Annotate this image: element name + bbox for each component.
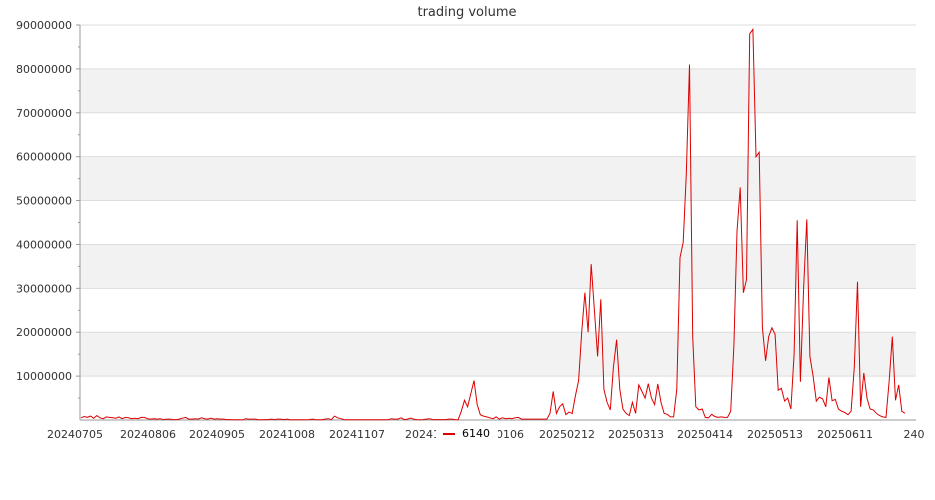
x-tick-label: 20250212 — [539, 428, 595, 441]
series-line-6140 — [80, 27, 906, 421]
grid-band — [80, 332, 916, 377]
y-tick-label: 40000000 — [16, 238, 72, 251]
x-tick-label: 0106 — [496, 428, 524, 441]
y-tick-label: 70000000 — [16, 107, 72, 120]
x-tick-label: 20250513 — [747, 428, 803, 441]
y-tick-label: 60000000 — [16, 151, 72, 164]
legend-label-6140: 6140 — [462, 427, 490, 440]
x-tick-label: 20250414 — [677, 428, 733, 441]
legend-background — [436, 425, 498, 441]
legend: 6140 — [436, 425, 498, 441]
y-tick-label: 30000000 — [16, 282, 72, 295]
gridlines — [80, 24, 916, 377]
y-tick-label: 90000000 — [16, 19, 72, 32]
x-tick-label: 20241008 — [259, 428, 315, 441]
y-tick-label: 20000000 — [16, 326, 72, 339]
x-tick-label: 20240806 — [120, 428, 176, 441]
x-tick-label: 20241107 — [329, 428, 385, 441]
grid-band — [80, 68, 916, 113]
background-bands — [80, 68, 916, 377]
x-tick-label: 20250313 — [608, 428, 664, 441]
x-tick-label: 20250611 — [817, 428, 873, 441]
x-tick-label: 20240705 — [47, 428, 103, 441]
grid-band — [80, 244, 916, 289]
y-tick-labels: 10000000 20000000 30000000 40000000 50000000… — [16, 19, 80, 399]
grid-band — [80, 156, 916, 201]
y-tick-label: 80000000 — [16, 63, 72, 76]
x-tick-label: 240 — [904, 428, 925, 441]
x-tick-label: 20240905 — [189, 428, 245, 441]
y-tick-label: 10000000 — [16, 370, 72, 383]
chart-title: trading volume — [417, 5, 516, 20]
y-tick-label: 50000000 — [16, 195, 72, 208]
series-lines — [80, 27, 906, 421]
